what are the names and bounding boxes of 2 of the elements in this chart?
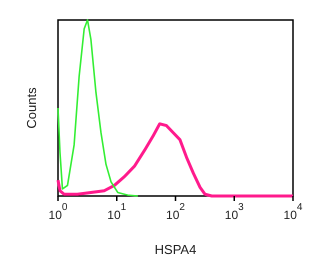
x-axis-title: HSPA4	[154, 242, 196, 257]
y-axis-title: Counts	[24, 86, 39, 129]
